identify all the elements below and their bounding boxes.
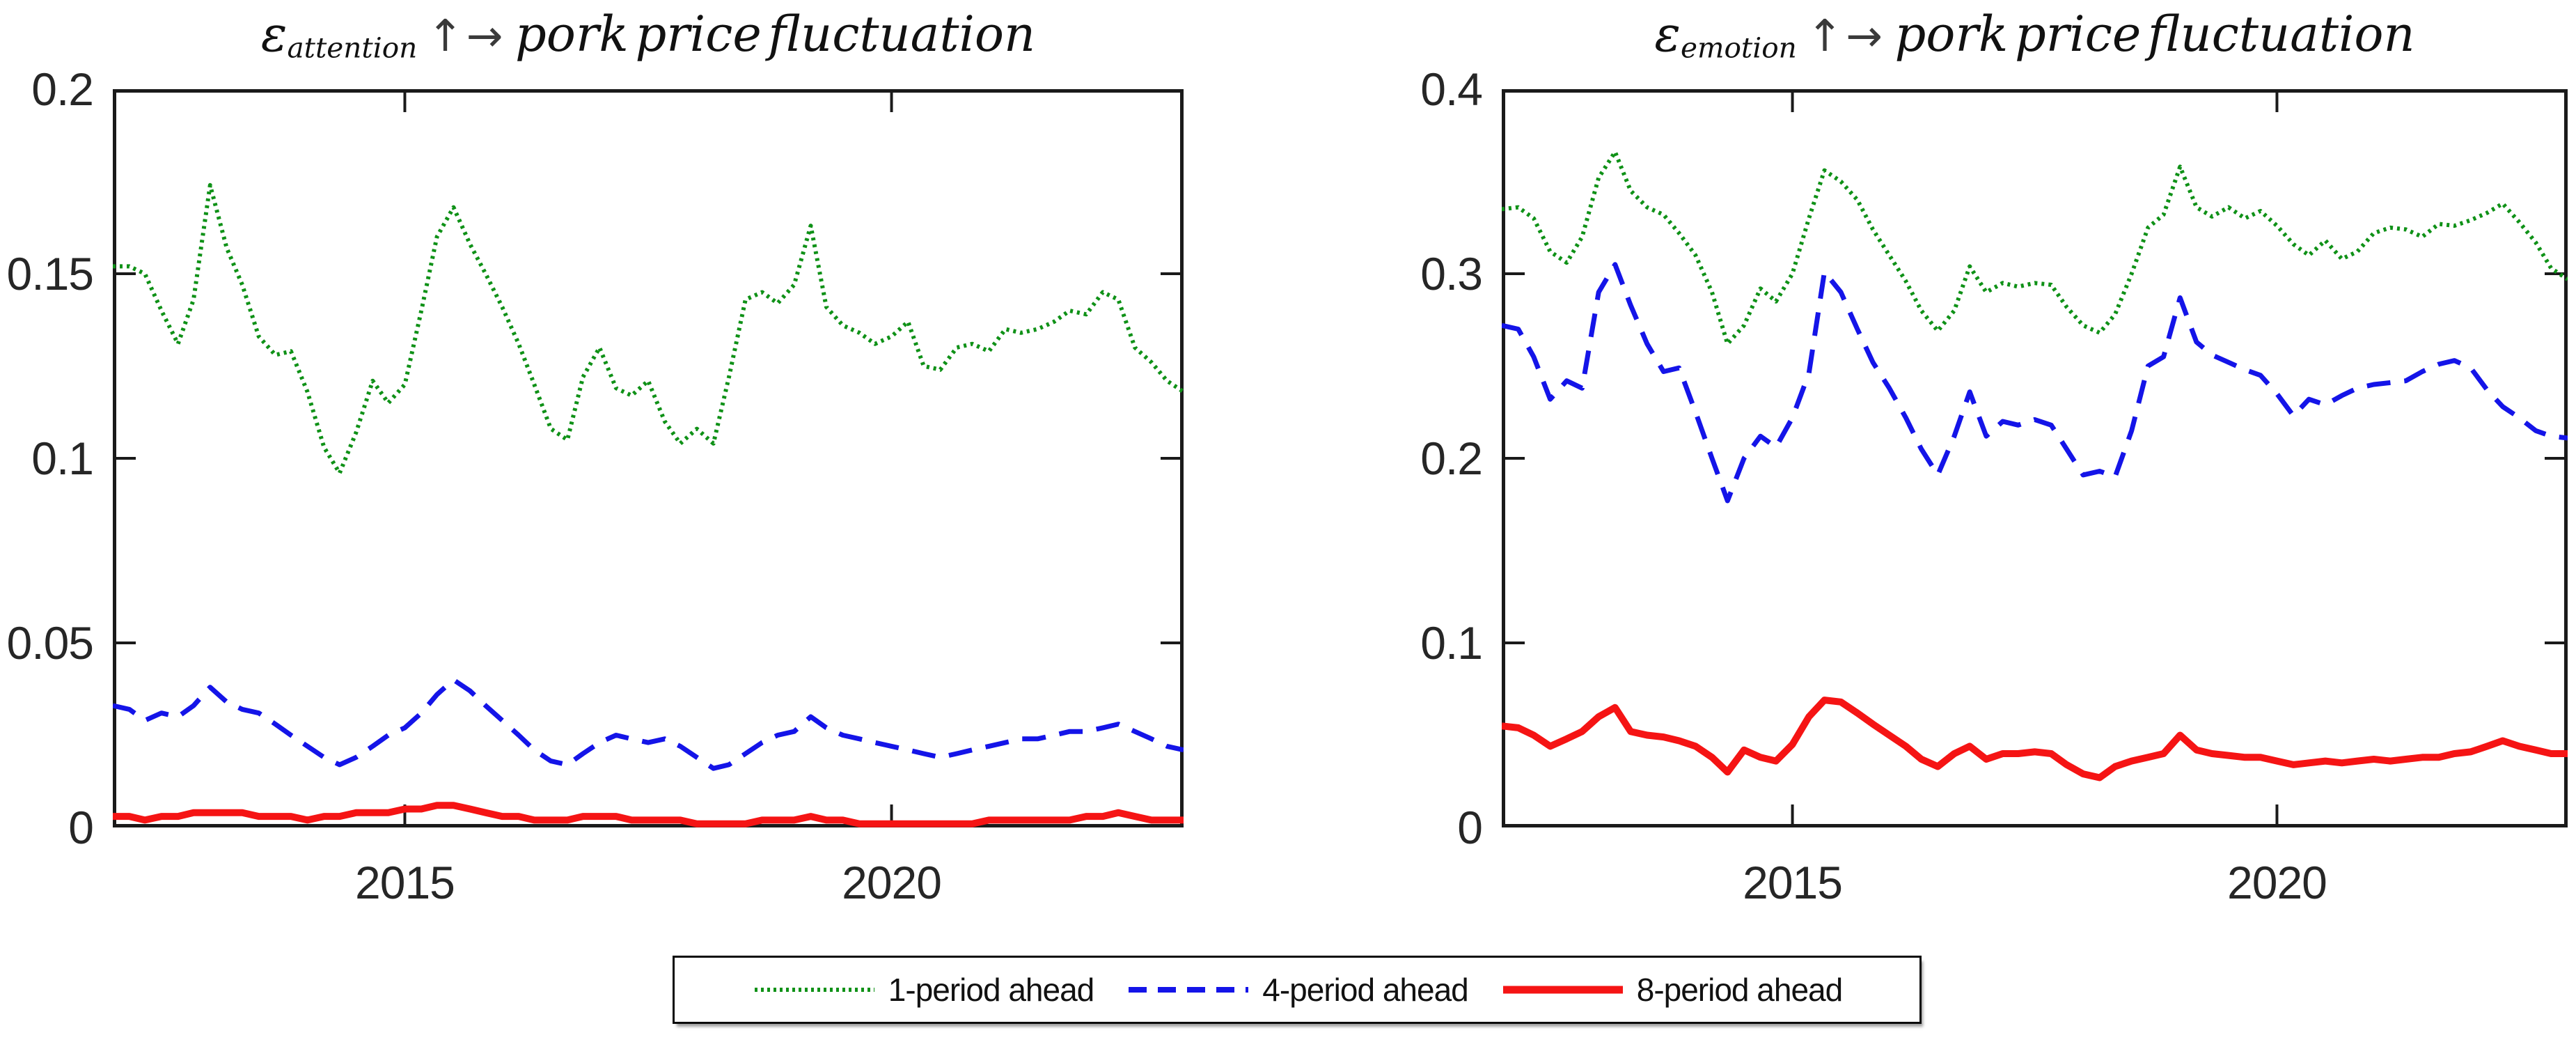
x-tick-label: 2020 [2227, 857, 2327, 908]
series-line-4-period-ahead [113, 677, 1184, 771]
chart-title-attention: εattention ↑→ pork price fluctuation [113, 6, 1184, 65]
axes-box [113, 89, 1184, 827]
y-tick-label: 0.15 [6, 248, 94, 300]
x-tick-label: 2015 [355, 857, 455, 908]
title-text: pork price fluctuation [1894, 6, 2415, 63]
chart-title-emotion: εemotion ↑→ pork price fluctuation [1502, 6, 2568, 65]
series-line-1-period-ahead [113, 182, 1184, 476]
y-tick-label: 0.05 [6, 617, 94, 669]
title-subscript: attention [287, 31, 418, 65]
x-tick-label: 2020 [842, 857, 942, 908]
series-line-1-period-ahead [1502, 150, 2568, 346]
dashed-line-sample-icon [1129, 987, 1249, 993]
title-text: pork price fluctuation [515, 6, 1036, 63]
up-arrow-icon: ↑ [1806, 10, 1844, 61]
series-line-8-period-ahead [113, 802, 1184, 827]
title-subscript: emotion [1680, 31, 1797, 65]
legend-item-8-period: 8-period ahead [1500, 971, 1843, 1009]
axes-box [1502, 89, 2568, 827]
legend-item-1-period: 1-period ahead [752, 971, 1094, 1009]
plot-area-emotion [1502, 89, 2568, 827]
solid-line-sample-icon [1502, 986, 1623, 994]
legend-label: 8-period ahead [1636, 972, 1843, 1008]
y-tick-label: 0 [1457, 802, 1483, 853]
y-tick-label: 0 [68, 802, 94, 853]
y-tick-label: 0.4 [1420, 63, 1483, 115]
epsilon-symbol: ε [1654, 6, 1681, 63]
x-tick-label: 2015 [1743, 857, 1843, 908]
y-tick-label: 0.2 [31, 63, 94, 115]
y-tick-label: 0.2 [1420, 433, 1483, 484]
series-line-8-period-ahead [1502, 697, 2568, 782]
y-tick-label: 0.1 [1420, 617, 1483, 669]
right-arrow-icon: → [1846, 10, 1883, 61]
legend: 1-period ahead 4-period ahead 8-period a… [673, 956, 1922, 1024]
plot-area-attention [113, 89, 1184, 827]
up-arrow-icon: ↑ [427, 10, 464, 61]
legend-label: 1-period ahead [888, 972, 1094, 1008]
right-arrow-icon: → [466, 10, 503, 61]
legend-item-4-period: 4-period ahead [1126, 971, 1469, 1009]
dotted-line-sample-icon [754, 988, 874, 992]
series-line-4-period-ahead [1502, 262, 2568, 504]
legend-label: 4-period ahead [1262, 972, 1468, 1008]
epsilon-symbol: ε [260, 6, 288, 63]
y-tick-label: 0.1 [31, 433, 94, 484]
y-tick-label: 0.3 [1420, 248, 1483, 300]
